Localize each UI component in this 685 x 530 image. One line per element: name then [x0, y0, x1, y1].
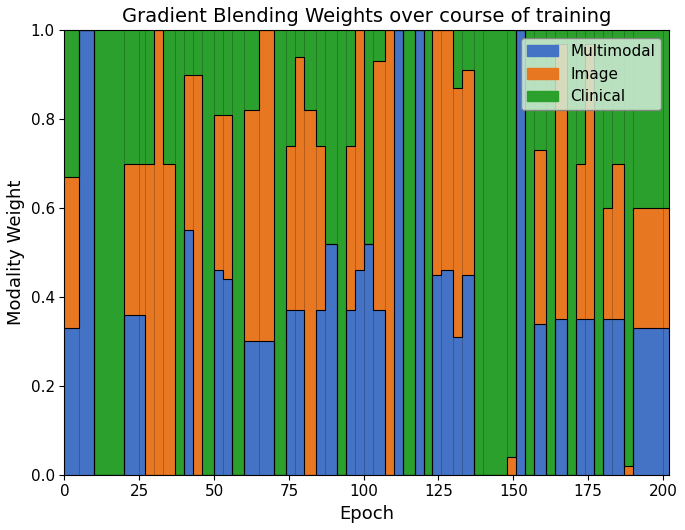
Y-axis label: Modality Weight: Modality Weight [7, 180, 25, 325]
X-axis label: Epoch: Epoch [339, 505, 394, 523]
Title: Gradient Blending Weights over course of training: Gradient Blending Weights over course of… [122, 7, 611, 26]
Legend: Multimodal, Image, Clinical: Multimodal, Image, Clinical [521, 38, 661, 110]
